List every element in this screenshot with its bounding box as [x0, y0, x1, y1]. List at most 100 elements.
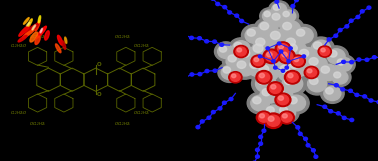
Circle shape — [355, 93, 359, 96]
Circle shape — [310, 77, 318, 85]
Ellipse shape — [62, 41, 66, 49]
Circle shape — [253, 60, 283, 85]
Circle shape — [284, 92, 309, 114]
Text: $OC_{12}H_{25}$: $OC_{12}H_{25}$ — [29, 33, 46, 41]
Circle shape — [335, 84, 338, 87]
Ellipse shape — [26, 22, 30, 26]
Ellipse shape — [40, 28, 42, 33]
Circle shape — [231, 73, 240, 81]
Circle shape — [275, 88, 284, 96]
Circle shape — [266, 107, 274, 114]
Ellipse shape — [35, 20, 40, 31]
Circle shape — [265, 105, 282, 120]
Circle shape — [281, 113, 292, 122]
Circle shape — [282, 10, 296, 22]
Circle shape — [253, 97, 261, 104]
Circle shape — [270, 53, 280, 62]
Circle shape — [296, 126, 300, 129]
Circle shape — [216, 2, 220, 6]
Circle shape — [269, 1, 290, 19]
Circle shape — [198, 37, 201, 40]
Circle shape — [313, 42, 322, 49]
Circle shape — [256, 111, 271, 124]
Circle shape — [280, 51, 293, 62]
Circle shape — [327, 38, 331, 41]
Circle shape — [281, 69, 285, 72]
Circle shape — [183, 76, 187, 79]
Circle shape — [259, 113, 270, 122]
Circle shape — [211, 110, 215, 114]
Circle shape — [220, 43, 224, 46]
Circle shape — [304, 72, 330, 95]
Circle shape — [268, 29, 290, 48]
Circle shape — [256, 75, 276, 92]
Circle shape — [254, 17, 281, 41]
Circle shape — [273, 60, 304, 85]
Circle shape — [254, 36, 274, 54]
Circle shape — [218, 62, 242, 82]
Circle shape — [222, 101, 226, 104]
Circle shape — [251, 95, 270, 111]
Circle shape — [314, 155, 318, 158]
Circle shape — [264, 113, 282, 128]
Circle shape — [319, 64, 338, 80]
Circle shape — [229, 38, 254, 59]
Circle shape — [205, 69, 209, 73]
Circle shape — [232, 74, 236, 78]
Circle shape — [256, 38, 265, 46]
Circle shape — [277, 17, 304, 41]
Circle shape — [280, 33, 309, 57]
Circle shape — [259, 55, 262, 58]
Circle shape — [259, 142, 263, 145]
Circle shape — [283, 22, 291, 30]
Ellipse shape — [25, 23, 39, 35]
Ellipse shape — [19, 25, 30, 36]
Circle shape — [266, 52, 272, 57]
Circle shape — [360, 10, 364, 13]
Circle shape — [218, 107, 222, 110]
Circle shape — [251, 55, 265, 67]
Ellipse shape — [22, 30, 34, 38]
Circle shape — [274, 102, 299, 123]
Circle shape — [280, 107, 288, 114]
Circle shape — [238, 47, 259, 65]
Circle shape — [263, 49, 280, 64]
Circle shape — [284, 36, 305, 54]
Circle shape — [237, 48, 242, 52]
Circle shape — [287, 72, 298, 82]
Circle shape — [321, 83, 344, 103]
Circle shape — [289, 97, 297, 104]
Circle shape — [283, 11, 289, 17]
Circle shape — [285, 71, 301, 84]
Circle shape — [223, 5, 227, 9]
Circle shape — [190, 36, 194, 39]
Circle shape — [278, 63, 300, 82]
Circle shape — [261, 102, 286, 123]
Circle shape — [282, 75, 303, 92]
Circle shape — [324, 86, 341, 101]
Circle shape — [302, 55, 305, 58]
Ellipse shape — [65, 37, 67, 43]
Circle shape — [223, 67, 231, 73]
Circle shape — [229, 97, 233, 101]
Text: $OC_{12}H_{25}$: $OC_{12}H_{25}$ — [114, 33, 131, 41]
Circle shape — [294, 28, 313, 43]
Ellipse shape — [30, 32, 38, 42]
Text: $OC_{12}H_{25}$: $OC_{12}H_{25}$ — [133, 110, 151, 117]
Circle shape — [183, 33, 186, 36]
Circle shape — [273, 5, 280, 10]
Circle shape — [259, 135, 263, 138]
Circle shape — [270, 84, 281, 93]
Ellipse shape — [23, 18, 29, 24]
Ellipse shape — [18, 35, 27, 42]
Circle shape — [324, 46, 349, 67]
Circle shape — [287, 95, 305, 111]
Circle shape — [299, 49, 309, 57]
Circle shape — [175, 76, 179, 80]
Circle shape — [256, 155, 259, 158]
Ellipse shape — [45, 31, 49, 40]
Circle shape — [275, 42, 291, 55]
Circle shape — [321, 66, 330, 73]
Circle shape — [231, 56, 259, 79]
Circle shape — [290, 61, 299, 68]
